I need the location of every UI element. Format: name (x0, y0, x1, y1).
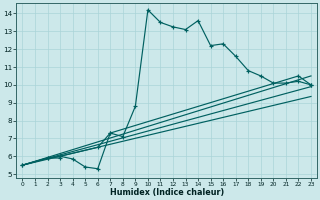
X-axis label: Humidex (Indice chaleur): Humidex (Indice chaleur) (109, 188, 224, 197)
